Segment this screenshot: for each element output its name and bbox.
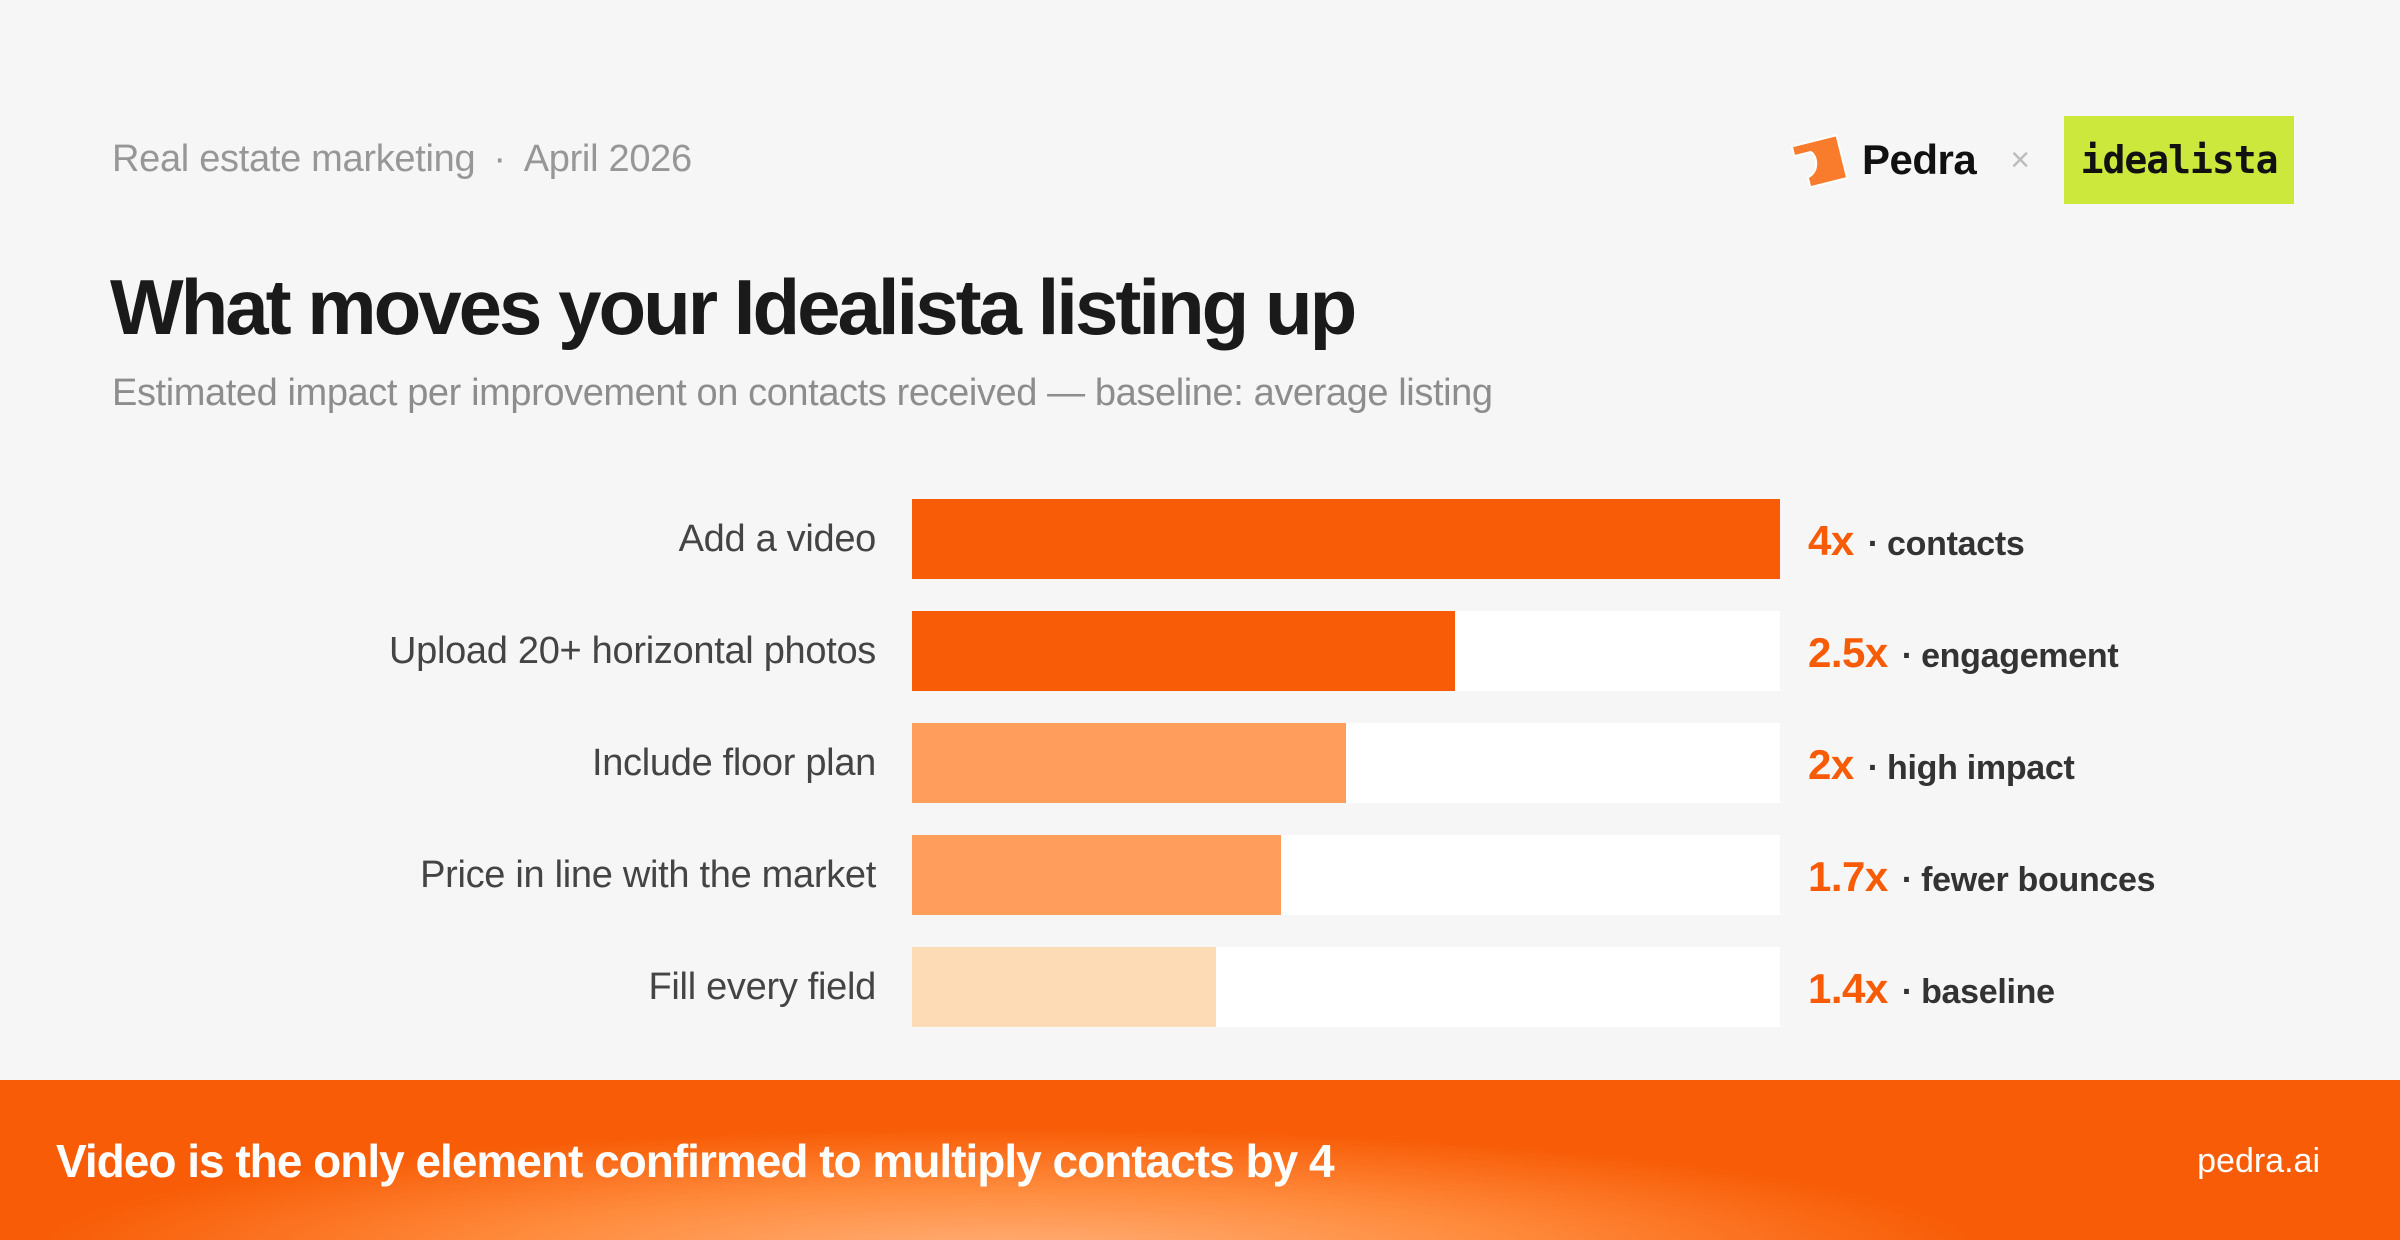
row-value: 2.5x · engagement [1808,611,2119,691]
bar-fill [912,611,1455,691]
bar-track [912,611,1780,691]
multiplier: 4x [1808,517,1854,564]
row-value: 2x · high impact [1808,723,2075,803]
bar-fill [912,835,1281,915]
value-separator: · [1901,861,1914,899]
value-separator: · [1867,525,1880,563]
bar-track [912,947,1780,1027]
row-value: 1.4x · baseline [1808,947,2055,1027]
row-label: Upload 20+ horizontal photos [388,630,876,672]
pedra-logo-icon [1790,130,1850,190]
value-note: engagement [1921,637,2119,675]
multiplier: 1.7x [1808,853,1888,900]
bar-fill [912,947,1216,1027]
bar-fill [912,723,1346,803]
eyebrow: Real estate marketing · April 2026 [112,138,692,181]
bar-track [912,499,1780,579]
value-separator: · [1867,749,1880,787]
row-label: Include floor plan [591,742,876,784]
footer-banner: Video is the only element confirmed to m… [0,1080,2400,1240]
pedra-wordmark: Pedra [1862,136,1977,183]
separator-dot: · [493,138,506,180]
page-subtitle: Estimated impact per improvement on cont… [112,372,1493,414]
row-value: 4x · contacts [1808,499,2025,579]
idealista-logo: idealista [2064,116,2295,204]
multiplier: 2.5x [1808,629,1888,676]
multiplier: 1.4x [1808,965,1888,1012]
footer-url-link[interactable]: pedra.ai [2197,1142,2320,1180]
multiplier: 2x [1808,741,1854,788]
chart-row: Upload 20+ horizontal photos 2.5x · engage… [0,611,2400,691]
value-separator: · [1901,637,1914,675]
row-label: Fill every field [648,966,877,1008]
chart-row: Include floor plan 2x · high impact [0,723,2400,803]
footer-message: Video is the only element confirmed to m… [56,1135,1335,1187]
row-label: Price in line with the market [420,854,876,896]
chart-row: Price in line with the market 1.7x · fewer… [0,835,2400,915]
chart-row: Add a video 4x · contacts [0,499,2400,579]
value-note: contacts [1887,525,2025,563]
date-label: April 2026 [523,138,692,180]
category-label: Real estate marketing [112,138,476,180]
bar-fill [912,499,1780,579]
row-value: 1.7x · fewer bounces [1808,835,2156,915]
bar-track [912,835,1780,915]
times-icon: × [2010,140,2031,179]
value-note: baseline [1921,973,2055,1011]
page-title: What moves your Idealista listing up [110,263,1357,351]
chart-row: Fill every field 1.4x · baseline [0,947,2400,1027]
value-separator: · [1901,973,1914,1011]
value-note: fewer bounces [1921,861,2156,899]
bar-track [912,723,1780,803]
idealista-wordmark: idealista [2080,138,2279,182]
value-note: high impact [1887,749,2075,787]
brand-lockup: Pedra × idealista [1790,115,2295,205]
row-label: Add a video [678,518,877,560]
